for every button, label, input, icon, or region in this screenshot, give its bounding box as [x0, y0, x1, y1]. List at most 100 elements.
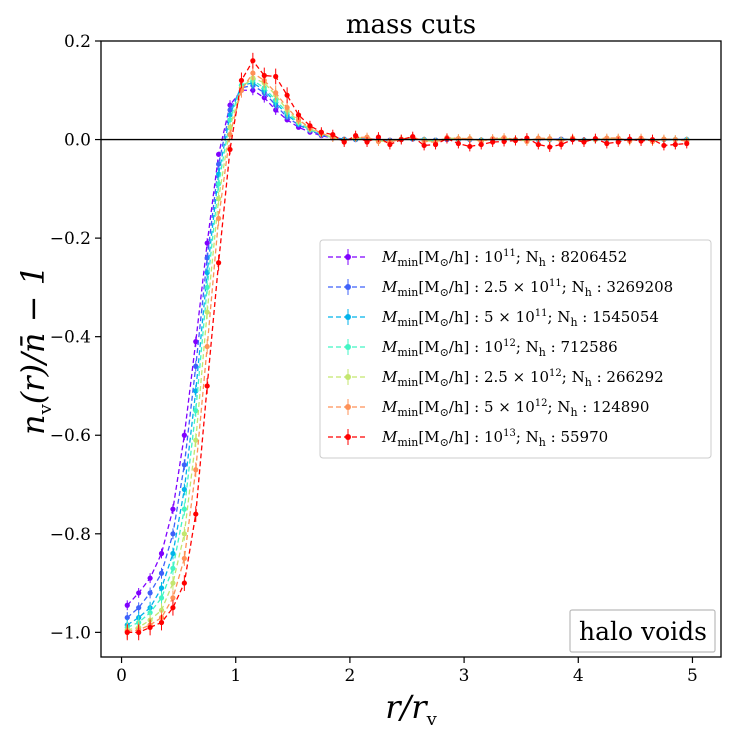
data-point [341, 139, 347, 145]
series-line [127, 59, 687, 634]
legend-entry: Mmin[M⊙/h] : 5 × 1011; Nh : 1545054 [328, 308, 659, 329]
data-point [364, 139, 370, 145]
data-point [193, 511, 199, 517]
data-point [467, 143, 473, 150]
data-point [181, 462, 187, 468]
legend-label: Mmin[M⊙/h] : 1012; Nh : 712586 [381, 338, 618, 359]
plot-area [101, 52, 721, 641]
data-point [375, 134, 382, 140]
data-point [170, 580, 176, 586]
data-point [204, 309, 210, 315]
legend-entry: Mmin[M⊙/h] : 2.5 × 1011; Nh : 3269208 [328, 278, 673, 299]
data-point [181, 486, 187, 493]
x-tick-label: 2 [344, 666, 355, 686]
data-point [170, 565, 176, 571]
data-point [158, 570, 165, 576]
data-point [684, 140, 690, 147]
data-point [193, 408, 199, 414]
data-point [216, 196, 222, 202]
data-point [490, 139, 496, 145]
series-7 [124, 52, 690, 641]
y-axis-ticks: 0.2 0.0 −0.2 −0.4 −0.6 −0.8 −1.0 [50, 32, 101, 643]
data-point [181, 555, 187, 562]
data-point [216, 151, 222, 157]
data-point [307, 123, 313, 129]
data-point [204, 284, 210, 290]
data-point [238, 77, 245, 84]
data-point [170, 595, 176, 601]
legend-entry: Mmin[M⊙/h] : 2.5 × 1012; Nh : 266292 [328, 368, 664, 389]
x-tick-label: 5 [687, 666, 698, 686]
data-point [467, 135, 473, 142]
data-point [227, 124, 233, 130]
data-point [124, 602, 130, 608]
data-point [216, 215, 222, 222]
y-axis-label: nv(r)/n̄ − 1 [14, 265, 56, 435]
data-point [181, 580, 187, 586]
data-point [181, 531, 187, 537]
data-point [158, 585, 165, 591]
data-point [147, 610, 153, 616]
data-point [136, 590, 142, 596]
legend-swatch-marker [345, 374, 351, 380]
legend-entry: Mmin[M⊙/h] : 1012; Nh : 712586 [328, 338, 618, 359]
y-tick-label: −0.2 [50, 229, 91, 249]
legend-entry: Mmin[M⊙/h] : 5 × 1012; Nh : 124890 [328, 398, 649, 419]
legend-label: Mmin[M⊙/h] : 2.5 × 1012; Nh : 266292 [381, 368, 664, 389]
series-line [127, 72, 687, 633]
data-point [284, 104, 290, 111]
plot-frame [100, 40, 722, 658]
data-point [535, 141, 541, 148]
data-point [147, 590, 153, 596]
data-point [147, 575, 153, 581]
x-tick-label: 1 [230, 666, 241, 686]
data-point [250, 58, 256, 64]
data-point [136, 629, 142, 635]
data-point [147, 624, 153, 631]
x-tick-label: 4 [573, 666, 584, 686]
data-point [227, 107, 233, 113]
data-point [387, 141, 393, 148]
data-point [330, 132, 336, 138]
data-point [273, 90, 279, 96]
data-point [216, 181, 222, 187]
data-point [124, 614, 130, 621]
data-point [261, 72, 267, 79]
data-point [455, 140, 461, 147]
annotation-box: halo voids [569, 609, 716, 653]
data-point [604, 140, 610, 147]
data-point [512, 137, 519, 144]
data-point [204, 343, 210, 350]
legend-entry: Mmin[M⊙/h] : 1011; Nh : 8206452 [328, 248, 627, 269]
data-point [250, 70, 256, 76]
data-point [158, 550, 165, 557]
data-point [410, 134, 416, 140]
x-axis-ticks: 0 1 2 3 4 5 [116, 657, 698, 686]
data-point [284, 92, 290, 98]
annotation-halo-voids: halo voids [579, 617, 707, 646]
x-axis-label: r/rv [385, 688, 437, 730]
data-point [204, 240, 210, 246]
data-point [615, 139, 621, 145]
legend-swatch-marker [345, 344, 351, 350]
x-tick-label: 3 [459, 666, 470, 686]
data-point [216, 260, 222, 266]
data-point [181, 506, 187, 512]
data-point [170, 506, 176, 512]
data-point [181, 432, 187, 438]
y-tick-label: −0.6 [50, 426, 91, 446]
data-point [547, 144, 553, 150]
legend-label: Mmin[M⊙/h] : 1013; Nh : 55970 [381, 428, 608, 449]
legend-swatch-marker [345, 434, 351, 440]
data-point [204, 383, 210, 389]
data-point [170, 550, 176, 557]
data-point [216, 161, 222, 167]
data-point [158, 619, 165, 626]
legend-swatch-marker [345, 404, 351, 410]
data-point [558, 141, 564, 148]
y-tick-label: 0.2 [64, 32, 91, 52]
data-point [193, 339, 199, 345]
data-point [432, 141, 439, 148]
data-point [158, 595, 165, 601]
